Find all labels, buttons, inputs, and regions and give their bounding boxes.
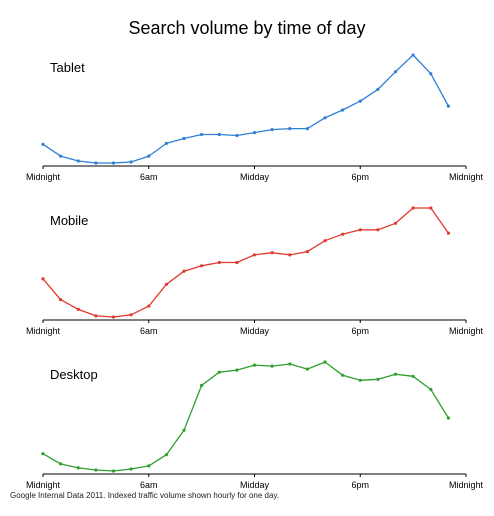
data-point-tablet <box>164 141 168 145</box>
x-tick-label-mobile: Midnight <box>449 326 484 336</box>
data-point-desktop <box>393 372 398 376</box>
data-point-tablet <box>411 53 415 57</box>
data-point-desktop <box>147 464 151 468</box>
data-point-tablet <box>94 161 98 165</box>
data-point-desktop <box>376 377 380 381</box>
data-point-desktop <box>429 387 433 392</box>
panel-mobile: Mobile Midnight 6am Midday 6pm Midnight <box>26 206 484 336</box>
data-point-desktop <box>252 363 257 367</box>
data-point-mobile <box>129 313 133 317</box>
data-point-mobile <box>41 277 45 281</box>
data-point-desktop <box>358 378 362 382</box>
data-point-mobile <box>323 239 327 243</box>
data-point-tablet <box>376 87 380 91</box>
x-tick-label-tablet: Midnight <box>26 172 61 182</box>
series-label-tablet: Tablet <box>50 60 85 75</box>
data-point-tablet <box>76 159 80 163</box>
x-tick-label-desktop: Midnight <box>449 480 484 490</box>
data-point-tablet <box>41 142 45 146</box>
data-point-tablet <box>111 161 116 165</box>
data-point-mobile <box>341 232 345 236</box>
data-point-desktop <box>323 360 327 364</box>
x-tick-label-mobile: Midnight <box>26 326 61 336</box>
x-tick-label-tablet: Midday <box>240 172 270 182</box>
data-point-tablet <box>235 133 239 138</box>
data-point-desktop <box>288 362 292 366</box>
x-tick-label-mobile: 6am <box>140 326 158 336</box>
data-point-tablet <box>323 116 327 120</box>
data-point-tablet <box>358 99 362 103</box>
data-point-desktop <box>111 469 116 473</box>
series-line-tablet <box>42 54 449 164</box>
data-point-mobile <box>446 231 450 235</box>
data-point-desktop <box>76 466 80 470</box>
data-point-mobile <box>76 307 80 311</box>
data-point-mobile <box>164 282 168 286</box>
data-point-desktop <box>94 468 98 472</box>
data-point-mobile <box>376 228 380 232</box>
data-point-desktop <box>235 368 239 372</box>
data-point-mobile <box>59 298 63 302</box>
data-point-desktop <box>200 383 204 387</box>
data-point-mobile <box>182 269 186 273</box>
chart-title: Search volume by time of day <box>128 18 366 38</box>
data-point-tablet <box>217 132 221 137</box>
data-point-tablet <box>182 136 186 141</box>
data-point-mobile <box>358 228 362 232</box>
data-point-mobile <box>305 250 309 254</box>
x-tick-label-mobile: Midday <box>240 326 270 336</box>
x-tick-label-tablet: 6am <box>140 172 158 182</box>
data-point-desktop <box>446 416 450 420</box>
data-point-desktop <box>341 373 345 377</box>
source-note: Google Internal Data 2011. Indexed traff… <box>10 491 280 500</box>
x-tick-label-desktop: Midnight <box>26 480 61 490</box>
data-point-tablet <box>200 132 204 137</box>
data-point-mobile <box>393 221 398 225</box>
data-point-mobile <box>429 206 433 210</box>
series-line-mobile <box>42 207 449 318</box>
data-point-mobile <box>270 251 274 255</box>
data-point-tablet <box>446 104 450 108</box>
data-point-tablet <box>288 127 292 131</box>
data-point-tablet <box>305 127 309 131</box>
series-line-desktop <box>42 361 449 472</box>
data-point-tablet <box>270 128 274 132</box>
data-point-mobile <box>288 253 292 257</box>
data-point-mobile <box>411 206 415 210</box>
data-point-mobile <box>217 260 221 265</box>
data-point-mobile <box>200 264 204 268</box>
series-label-desktop: Desktop <box>50 367 98 382</box>
data-point-desktop <box>164 453 168 457</box>
data-point-mobile <box>252 253 257 257</box>
data-point-mobile <box>94 314 98 318</box>
x-tick-label-tablet: Midnight <box>449 172 484 182</box>
x-tick-label-desktop: Midday <box>240 480 270 490</box>
data-point-tablet <box>147 154 151 158</box>
data-point-mobile <box>147 304 151 308</box>
data-point-tablet <box>252 131 257 135</box>
data-point-desktop <box>411 374 415 378</box>
x-tick-label-tablet: 6pm <box>351 172 369 182</box>
x-tick-label-desktop: 6pm <box>351 480 369 490</box>
data-point-tablet <box>129 160 133 164</box>
data-point-desktop <box>305 367 309 371</box>
data-point-desktop <box>41 452 45 456</box>
data-point-mobile <box>111 315 116 319</box>
data-point-desktop <box>217 370 221 374</box>
x-tick-label-desktop: 6am <box>140 480 158 490</box>
data-point-tablet <box>393 70 398 74</box>
data-point-desktop <box>270 364 274 368</box>
series-label-mobile: Mobile <box>50 213 88 228</box>
panel-desktop: Desktop Midnight 6am Midday 6pm Midnight <box>26 360 484 490</box>
data-point-tablet <box>59 154 63 158</box>
data-point-desktop <box>182 428 186 432</box>
data-point-tablet <box>341 108 345 112</box>
data-point-desktop <box>129 467 133 471</box>
data-point-tablet <box>429 72 433 76</box>
data-point-mobile <box>235 260 239 265</box>
x-tick-label-mobile: 6pm <box>351 326 369 336</box>
panel-tablet: Tablet Midnight 6am Midday 6pm Midnight <box>26 53 484 182</box>
data-point-desktop <box>59 462 63 466</box>
